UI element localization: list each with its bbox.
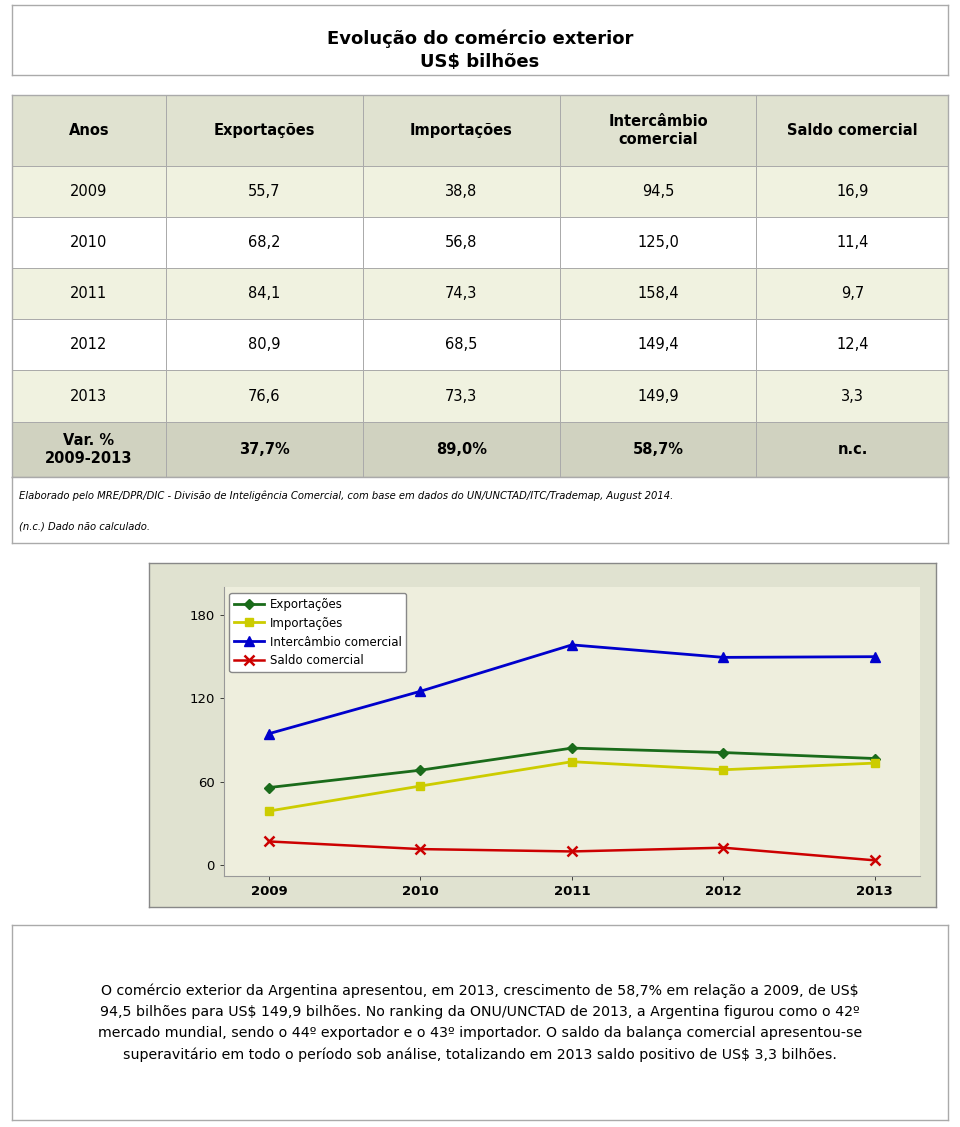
FancyBboxPatch shape (756, 166, 948, 216)
FancyBboxPatch shape (363, 268, 560, 319)
FancyBboxPatch shape (756, 95, 948, 166)
Text: 2012: 2012 (70, 337, 108, 353)
Text: 9,7: 9,7 (841, 286, 864, 301)
Text: 76,6: 76,6 (249, 389, 280, 403)
FancyBboxPatch shape (166, 319, 363, 371)
Text: 11,4: 11,4 (836, 234, 869, 250)
Text: n.c.: n.c. (837, 442, 868, 456)
FancyBboxPatch shape (166, 216, 363, 268)
FancyBboxPatch shape (756, 371, 948, 421)
Text: 16,9: 16,9 (836, 184, 869, 198)
FancyBboxPatch shape (560, 371, 756, 421)
Text: 74,3: 74,3 (445, 286, 477, 301)
FancyBboxPatch shape (166, 166, 363, 216)
FancyBboxPatch shape (166, 268, 363, 319)
Text: 94,5: 94,5 (642, 184, 674, 198)
Text: Intercâmbio
comercial: Intercâmbio comercial (609, 114, 708, 147)
FancyBboxPatch shape (560, 216, 756, 268)
FancyBboxPatch shape (560, 166, 756, 216)
FancyBboxPatch shape (560, 421, 756, 477)
FancyBboxPatch shape (756, 421, 948, 477)
Text: 84,1: 84,1 (249, 286, 280, 301)
Text: 125,0: 125,0 (637, 234, 679, 250)
Text: O comércio exterior da Argentina apresentou, em 2013, crescimento de 58,7% em re: O comércio exterior da Argentina apresen… (98, 983, 862, 1062)
Text: 68,2: 68,2 (249, 234, 280, 250)
FancyBboxPatch shape (363, 95, 560, 166)
Text: 2009: 2009 (70, 184, 108, 198)
FancyBboxPatch shape (363, 371, 560, 421)
FancyBboxPatch shape (363, 166, 560, 216)
Text: 3,3: 3,3 (841, 389, 864, 403)
Text: 80,9: 80,9 (249, 337, 280, 353)
Legend: Exportações, Importações, Intercâmbio comercial, Saldo comercial: Exportações, Importações, Intercâmbio co… (229, 593, 406, 672)
Text: 12,4: 12,4 (836, 337, 869, 353)
FancyBboxPatch shape (166, 371, 363, 421)
FancyBboxPatch shape (756, 319, 948, 371)
Text: 2011: 2011 (70, 286, 108, 301)
Text: Var. %
2009-2013: Var. % 2009-2013 (45, 433, 132, 465)
Text: 56,8: 56,8 (445, 234, 477, 250)
FancyBboxPatch shape (166, 95, 363, 166)
Text: 89,0%: 89,0% (436, 442, 487, 456)
FancyBboxPatch shape (12, 166, 166, 216)
Text: 37,7%: 37,7% (239, 442, 290, 456)
Text: 73,3: 73,3 (445, 389, 477, 403)
FancyBboxPatch shape (12, 95, 166, 166)
Text: Anos: Anos (68, 123, 109, 137)
FancyBboxPatch shape (560, 95, 756, 166)
Text: 38,8: 38,8 (445, 184, 477, 198)
Text: 2010: 2010 (70, 234, 108, 250)
Text: Saldo comercial: Saldo comercial (787, 123, 918, 137)
Text: 149,9: 149,9 (637, 389, 679, 403)
FancyBboxPatch shape (363, 319, 560, 371)
Text: Elaborado pelo MRE/DPR/DIC - Divisão de Inteligência Comercial, com base em dado: Elaborado pelo MRE/DPR/DIC - Divisão de … (19, 490, 673, 500)
Text: 68,5: 68,5 (445, 337, 477, 353)
Text: US$ bilhões: US$ bilhões (420, 53, 540, 71)
FancyBboxPatch shape (363, 216, 560, 268)
FancyBboxPatch shape (560, 268, 756, 319)
Text: 55,7: 55,7 (249, 184, 280, 198)
FancyBboxPatch shape (12, 421, 166, 477)
FancyBboxPatch shape (363, 421, 560, 477)
FancyBboxPatch shape (756, 268, 948, 319)
Text: 149,4: 149,4 (637, 337, 679, 353)
FancyBboxPatch shape (756, 216, 948, 268)
FancyBboxPatch shape (166, 421, 363, 477)
FancyBboxPatch shape (12, 319, 166, 371)
Text: Exportações: Exportações (214, 123, 315, 137)
Text: (n.c.) Dado não calculado.: (n.c.) Dado não calculado. (19, 522, 150, 532)
Text: Importações: Importações (410, 123, 513, 137)
Text: Evolução do comércio exterior: Evolução do comércio exterior (326, 29, 634, 47)
Text: 2013: 2013 (70, 389, 108, 403)
Text: 58,7%: 58,7% (633, 442, 684, 456)
FancyBboxPatch shape (12, 268, 166, 319)
FancyBboxPatch shape (12, 216, 166, 268)
Text: 158,4: 158,4 (637, 286, 679, 301)
FancyBboxPatch shape (560, 319, 756, 371)
FancyBboxPatch shape (12, 371, 166, 421)
